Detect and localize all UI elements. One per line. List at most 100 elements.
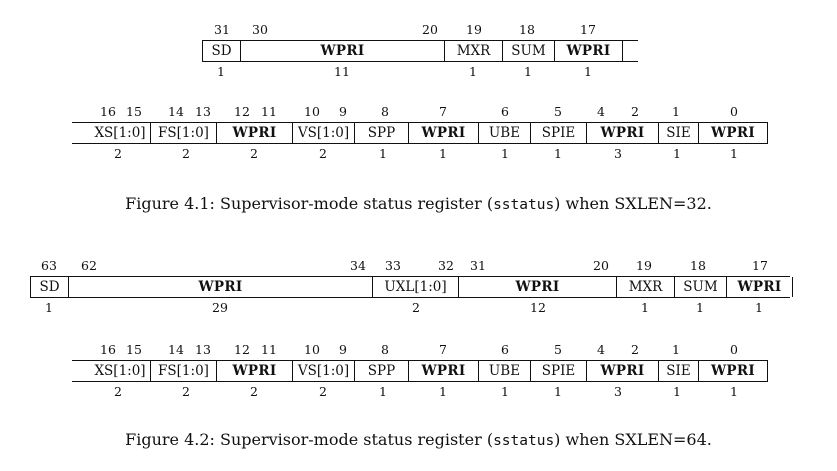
field-wpri: WPRI [408, 123, 478, 143]
figure-caption: Figure 4.1: Supervisor-mode status regis… [0, 194, 837, 215]
field-width: 1 [469, 64, 477, 79]
field-width: 1 [641, 300, 649, 315]
bit-number: 18 [519, 22, 535, 37]
field-wpri: WPRI [698, 123, 768, 143]
bit-positions: 16 15 14 13 12 11 10 9 8 7 6 5 4 2 1 0 [72, 342, 768, 358]
field-width: 1 [379, 146, 387, 161]
field-wpri: WPRI [554, 41, 622, 61]
field-mxr: MXR [616, 277, 674, 297]
bit-number: 31 [214, 22, 230, 37]
field-sie: SIE [658, 361, 698, 381]
field-wpri: WPRI [216, 123, 292, 143]
bit-number: 1 [672, 342, 680, 357]
field-xs: XS[1:0] [94, 125, 146, 141]
bit-number: 1 [672, 104, 680, 119]
field-wpri: WPRI [586, 361, 658, 381]
field-width: 2 [182, 384, 190, 399]
bit-number: 12 [234, 342, 250, 357]
field-width: 2 [319, 384, 327, 399]
bit-number: 0 [730, 104, 738, 119]
field-continuation [792, 277, 793, 297]
bit-number: 4 [597, 104, 605, 119]
field-width: 1 [45, 300, 53, 315]
field-width: 3 [614, 146, 622, 161]
bit-number: 2 [631, 104, 639, 119]
field-width: 2 [319, 146, 327, 161]
field-wpri: WPRI [240, 41, 444, 61]
bit-number: 62 [81, 258, 97, 273]
bit-number: 5 [554, 104, 562, 119]
field-wpri: WPRI [408, 361, 478, 381]
bit-number: 63 [41, 258, 57, 273]
field-width: 11 [334, 64, 350, 79]
bit-positions: 63 62 34 33 32 31 20 19 18 17 [30, 258, 790, 274]
field-uxl: UXL[1:0] [372, 277, 458, 297]
bit-positions: 16 15 14 13 12 11 10 9 8 7 6 5 4 2 1 0 [72, 104, 768, 120]
bit-number: 15 [126, 342, 142, 357]
bit-number: 19 [636, 258, 652, 273]
bit-number: 6 [501, 104, 509, 119]
field-width: 1 [730, 384, 738, 399]
field-vs: VS[1:0] [292, 123, 354, 143]
field-width: 1 [439, 384, 447, 399]
caption-prefix: Figure 4.1: Supervisor-mode status regis… [125, 194, 494, 213]
field-width: 2 [250, 146, 258, 161]
field-width: 1 [524, 64, 532, 79]
field-width: 1 [696, 300, 704, 315]
field-sum: SUM [502, 41, 554, 61]
field-width: 29 [212, 300, 228, 315]
field-width: 2 [114, 384, 122, 399]
field-mxr: MXR [444, 41, 502, 61]
bit-number: 2 [631, 342, 639, 357]
field-width: 1 [755, 300, 763, 315]
bit-number: 19 [466, 22, 482, 37]
field-xs: XS[1:0] [94, 363, 146, 379]
field-width: 1 [554, 146, 562, 161]
field-width: 1 [439, 146, 447, 161]
field-sd: SD [30, 277, 68, 297]
caption-suffix: ) when SXLEN=64. [554, 430, 712, 449]
bit-number: 8 [381, 342, 389, 357]
bit-number: 17 [752, 258, 768, 273]
field-spie: SPIE [530, 123, 586, 143]
field-spp: SPP [354, 361, 408, 381]
bit-number: 32 [438, 258, 454, 273]
field-wpri: WPRI [68, 277, 372, 297]
field-widths: 2 2 2 2 1 1 1 1 3 1 1 [72, 384, 768, 400]
field-width: 2 [250, 384, 258, 399]
bit-number: 9 [339, 104, 347, 119]
bit-number: 17 [580, 22, 596, 37]
bit-number: 11 [261, 104, 277, 119]
bit-number: 8 [381, 104, 389, 119]
register-fields: SD WPRI UXL[1:0] WPRI MXR SUM WPRI [30, 276, 793, 298]
field-width: 1 [554, 384, 562, 399]
register-fields: XS[1:0] FS[1:0] WPRI VS[1:0] SPP WPRI UB… [72, 360, 768, 382]
bit-number: 5 [554, 342, 562, 357]
bit-number: 9 [339, 342, 347, 357]
caption-prefix: Figure 4.2: Supervisor-mode status regis… [125, 430, 494, 449]
field-widths: 1 29 2 12 1 1 1 [30, 300, 790, 316]
field-width: 1 [501, 384, 509, 399]
field-spp: SPP [354, 123, 408, 143]
bit-number: 13 [195, 104, 211, 119]
field-width: 1 [584, 64, 592, 79]
field-sum: SUM [674, 277, 726, 297]
field-vs: VS[1:0] [292, 361, 354, 381]
bit-number: 16 [100, 104, 116, 119]
bit-number: 16 [100, 342, 116, 357]
register-fields: XS[1:0] FS[1:0] WPRI VS[1:0] SPP WPRI UB… [72, 122, 768, 144]
register-row-sxlen32-high: 31 30 20 19 18 17 SD WPRI MXR SUM WPRI 1… [202, 22, 638, 92]
bit-number: 34 [350, 258, 366, 273]
caption-code: sstatus [493, 197, 555, 213]
bit-number: 6 [501, 342, 509, 357]
caption-code: sstatus [493, 433, 555, 449]
bit-number: 11 [261, 342, 277, 357]
field-ube: UBE [478, 361, 530, 381]
bit-positions: 31 30 20 19 18 17 [202, 22, 638, 38]
field-width: 2 [412, 300, 420, 315]
bit-number: 33 [385, 258, 401, 273]
bit-number: 31 [470, 258, 486, 273]
bit-number: 13 [195, 342, 211, 357]
field-widths: 1 11 1 1 1 [202, 64, 638, 80]
field-wpri: WPRI [698, 361, 768, 381]
